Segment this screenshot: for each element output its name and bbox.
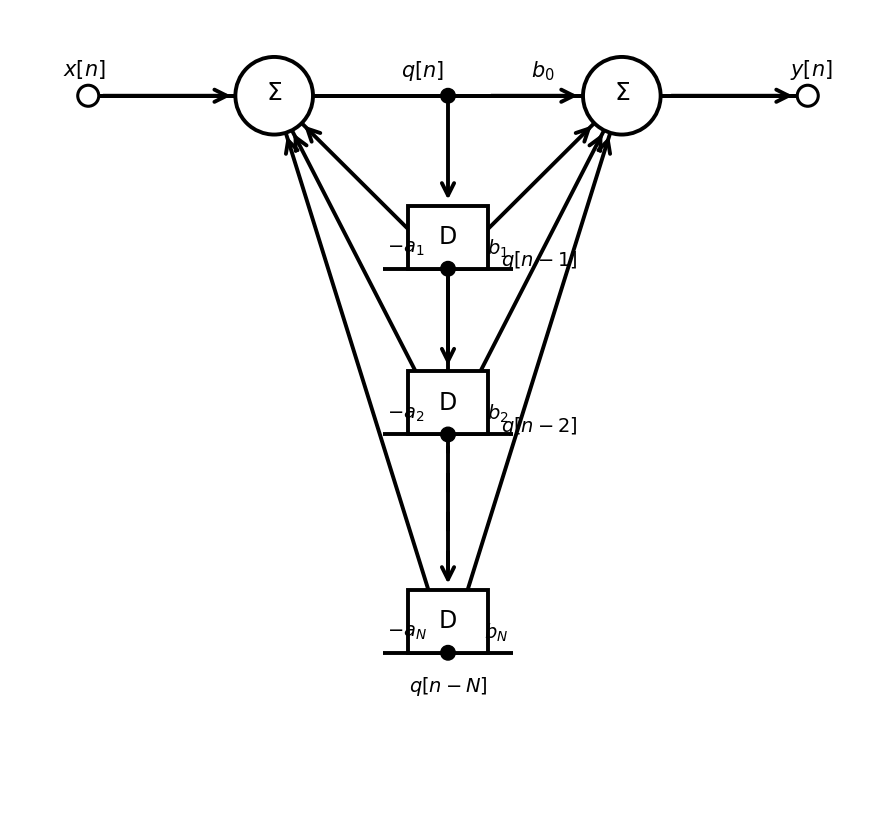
Bar	[408, 589, 488, 653]
Text: $\Sigma$: $\Sigma$	[266, 81, 282, 104]
Text: $-a_N$: $-a_N$	[387, 623, 427, 642]
Text: $q[n]$: $q[n]$	[401, 59, 444, 84]
Text: $x[n]$: $x[n]$	[63, 59, 106, 81]
Text: $q[n-1]$: $q[n-1]$	[501, 249, 577, 272]
Text: $b_N$: $b_N$	[485, 621, 509, 644]
Text: D: D	[439, 609, 457, 633]
Text: $-a_2$: $-a_2$	[387, 405, 425, 424]
Text: $b_0$: $b_0$	[531, 59, 555, 83]
Circle shape	[441, 646, 455, 660]
Text: $-a_1$: $-a_1$	[387, 239, 425, 258]
Circle shape	[441, 89, 455, 103]
Circle shape	[441, 261, 455, 276]
Circle shape	[236, 57, 313, 134]
Circle shape	[797, 85, 818, 107]
Text: $\Sigma$: $\Sigma$	[614, 81, 630, 104]
Bar	[408, 371, 488, 435]
Text: $q[n-2]$: $q[n-2]$	[501, 415, 577, 438]
Text: $q[n-N]$: $q[n-N]$	[409, 676, 487, 698]
Bar	[408, 206, 488, 269]
Text: $b_2$: $b_2$	[487, 403, 509, 426]
Text: $y[n]$: $y[n]$	[790, 58, 833, 82]
Text: D: D	[439, 225, 457, 249]
Text: $b_1$: $b_1$	[487, 238, 509, 260]
Circle shape	[583, 57, 660, 134]
Circle shape	[78, 85, 99, 107]
Circle shape	[441, 427, 455, 442]
Text: D: D	[439, 391, 457, 415]
